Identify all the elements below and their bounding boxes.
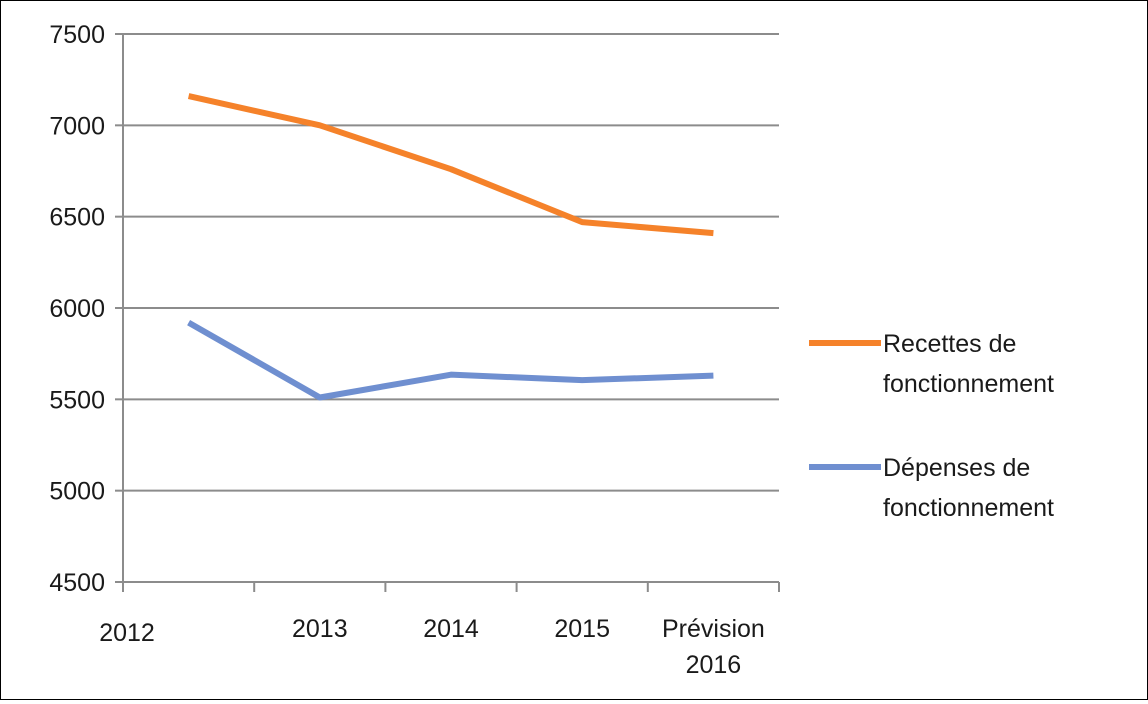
x-tick-label: 2015 <box>554 615 610 643</box>
x-tick-label: 2012 <box>99 619 155 647</box>
y-tick-label: 5000 <box>49 478 105 506</box>
x-tick-label: 2013 <box>292 615 348 643</box>
x-tick-label: 2014 <box>423 615 479 643</box>
series-lines <box>189 96 714 398</box>
axes <box>115 34 779 592</box>
y-tick-label: 7000 <box>49 112 105 140</box>
y-tick-label: 6500 <box>49 204 105 232</box>
series-line-0 <box>189 96 714 233</box>
series-line-1 <box>189 323 714 398</box>
y-tick-label: 4500 <box>49 569 105 597</box>
y-tick-label: 5500 <box>49 386 105 414</box>
y-tick-label: 7500 <box>49 21 105 49</box>
y-tick-label: 6000 <box>49 295 105 323</box>
y-tick-labels: 7500 7000 6500 6000 5500 5000 4500 <box>49 21 105 597</box>
